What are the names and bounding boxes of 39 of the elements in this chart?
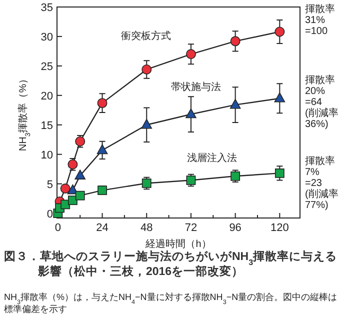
text: 図３．草地へのスラリー施与法のちがいがNH$_{3}$揮散率に与える影響（松中・三枝，2016を一部改変） bbox=[4, 249, 338, 278]
x-tick-label: 24 bbox=[96, 222, 108, 234]
text: NH$_{3}$揮散率（%）は，与えたNH$_{4}$−N量に対する揮散NH$_{3}$−N量の割合。図中の縦棒は標準偏差を示す bbox=[4, 292, 338, 314]
x-tick-label: 0 bbox=[54, 222, 61, 234]
text: 揮散率 20% =64 (削減率 36%) bbox=[305, 74, 338, 130]
point bbox=[141, 118, 152, 129]
y-tick-label: 5 bbox=[46, 178, 53, 191]
series-label: 衝突板方式 bbox=[121, 30, 171, 42]
point bbox=[60, 200, 70, 210]
point bbox=[74, 170, 86, 180]
point bbox=[274, 26, 285, 37]
y-tick-label: 10 bbox=[40, 149, 53, 162]
y-tick-label: 20 bbox=[40, 90, 53, 102]
series-label: 帯状施与法 bbox=[171, 81, 221, 93]
point bbox=[274, 168, 284, 178]
text: 揮散率 7% =23 (削減率 77%) bbox=[305, 155, 338, 211]
point bbox=[186, 49, 196, 60]
point bbox=[75, 190, 85, 200]
series-label: 浅層注入法 bbox=[187, 152, 237, 164]
x-tick-label: 96 bbox=[229, 222, 242, 234]
y-tick-label: 30 bbox=[40, 31, 53, 44]
y-tick-label: 15 bbox=[40, 120, 53, 132]
y-tick-label: 25 bbox=[40, 60, 53, 73]
y-tick-label: 35 bbox=[40, 2, 53, 14]
point bbox=[186, 108, 196, 118]
point bbox=[230, 36, 240, 46]
x-axis-title: 経過時間（h） bbox=[144, 238, 212, 250]
y-tick-label: 0 bbox=[46, 208, 53, 220]
point bbox=[68, 196, 78, 206]
x-tick-label: 120 bbox=[270, 222, 289, 234]
x-tick-label: 48 bbox=[140, 222, 153, 234]
x-tick-label: 72 bbox=[184, 222, 198, 234]
point bbox=[60, 184, 70, 194]
point bbox=[274, 92, 286, 102]
text: 揮散率 31% =100 bbox=[305, 3, 335, 37]
point bbox=[230, 98, 241, 109]
point bbox=[96, 144, 108, 154]
point bbox=[97, 98, 108, 108]
point bbox=[142, 64, 152, 74]
